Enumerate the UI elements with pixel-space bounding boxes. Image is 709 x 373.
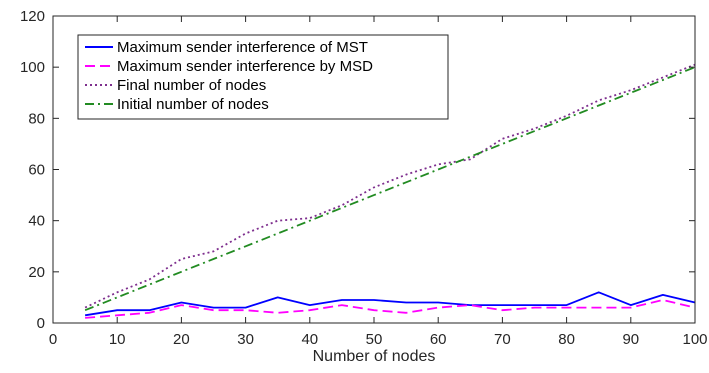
x-tick-label: 70 <box>494 331 511 348</box>
legend-item-initial-number-of-nodes: Initial number of nodes <box>85 96 269 113</box>
x-tick-label: 20 <box>173 331 190 348</box>
y-tick-label: 0 <box>37 315 45 332</box>
y-tick-label: 40 <box>28 213 45 230</box>
legend-item-final-number-of-nodes: Final number of nodes <box>85 77 266 94</box>
y-tick-label: 60 <box>28 162 45 179</box>
legend-item-maximum-sender-interference-by-msd: Maximum sender interference by MSD <box>85 58 373 75</box>
series-line-maximum-sender-interference-of-mst <box>84 291 696 317</box>
y-tick-label: 20 <box>28 264 45 281</box>
x-tick-label: 50 <box>366 331 383 348</box>
series-layer <box>84 63 696 319</box>
legend-label: Final number of nodes <box>117 77 266 94</box>
tick-layer: 0 10 20 30 40 50 60 70 80 90 100 0 20 40 60 80 100 120 <box>20 8 708 348</box>
legend-items: Maximum sender interference of MST Maximu… <box>85 39 373 113</box>
legend-label: Initial number of nodes <box>117 96 269 113</box>
y-tick-label: 120 <box>20 8 45 25</box>
x-tick-label: 10 <box>109 331 126 348</box>
series-line-maximum-sender-interference-by-msd <box>85 299 696 319</box>
x-tick-label: 80 <box>558 331 575 348</box>
x-tick-label: 100 <box>682 331 707 348</box>
x-tick-label: 60 <box>430 331 447 348</box>
x-tick-label: 40 <box>301 331 318 348</box>
legend-item-maximum-sender-interference-of-mst: Maximum sender interference of MST <box>85 39 368 56</box>
series-line-initial-number-of-nodes <box>84 66 696 312</box>
x-axis-title: Number of nodes <box>313 348 436 365</box>
legend-label: Maximum sender interference of MST <box>117 39 368 56</box>
legend-label: Maximum sender interference by MSD <box>117 58 373 75</box>
legend-box <box>77 34 449 120</box>
legend: Maximum sender interference of MST Maximu… <box>77 34 449 120</box>
y-tick-label: 100 <box>20 59 45 76</box>
x-tick-label: 0 <box>49 331 57 348</box>
y-tick-label: 80 <box>28 110 45 127</box>
x-tick-label: 30 <box>237 331 254 348</box>
x-tick-label: 90 <box>622 331 639 348</box>
